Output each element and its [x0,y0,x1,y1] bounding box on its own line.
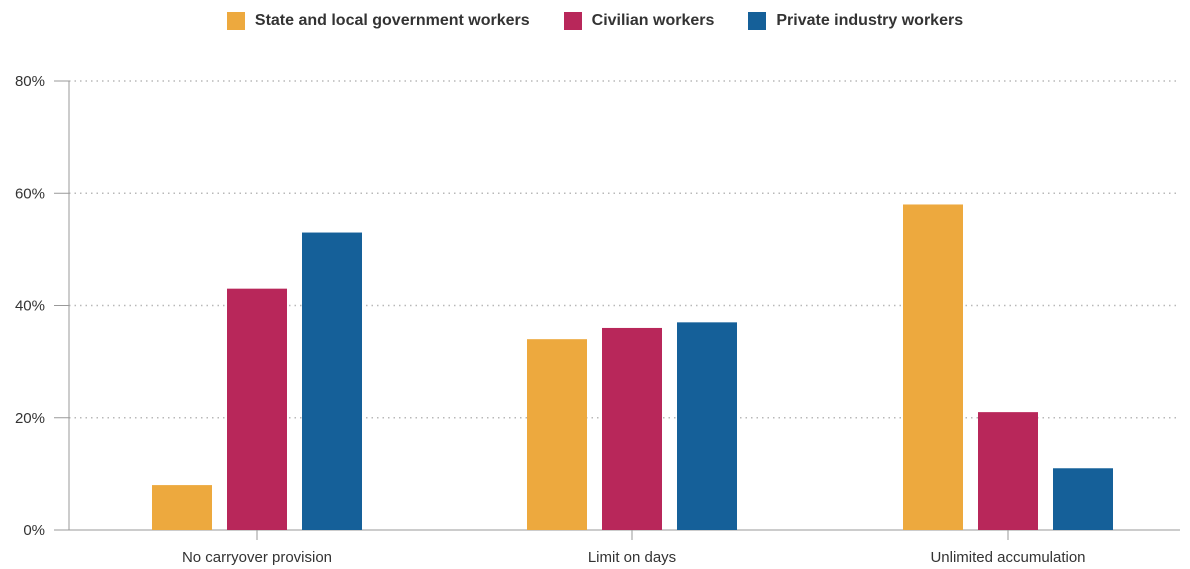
y-tick-label: 20% [15,410,45,427]
legend-label: Civilian workers [591,12,715,29]
bar [677,322,737,530]
bars [152,204,1113,530]
chart-legend: State and local government workers Civili… [0,8,1190,34]
legend-label: State and local government workers [254,12,530,29]
legend-swatch [748,12,767,30]
bar [1053,468,1113,530]
legend-swatch [226,12,245,30]
bar [152,485,212,530]
x-axis: No carryover provision Limit on days Unlim… [69,529,1180,566]
legend-item: Civilian workers [563,12,715,30]
legend-item: State and local government workers [226,12,530,30]
bar [302,232,362,530]
x-category-label: No carryover provision [182,549,332,566]
y-tick-label: 40% [15,298,45,315]
x-category-label: Unlimited accumulation [930,549,1085,566]
bar [602,327,662,530]
y-tick-label: 0% [23,522,45,539]
legend-swatch [563,12,582,30]
bar [227,288,287,530]
bar [978,412,1038,530]
y-tick-label: 60% [15,185,45,202]
bar [903,204,963,530]
y-tick-label: 80% [15,73,45,90]
legend-item: Private industry workers [748,12,963,30]
bar [527,339,587,530]
y-axis: 0% 20% 40% 60% 80% [15,73,70,539]
x-category-label: Limit on days [588,549,676,566]
legend-label: Private industry workers [776,12,964,29]
